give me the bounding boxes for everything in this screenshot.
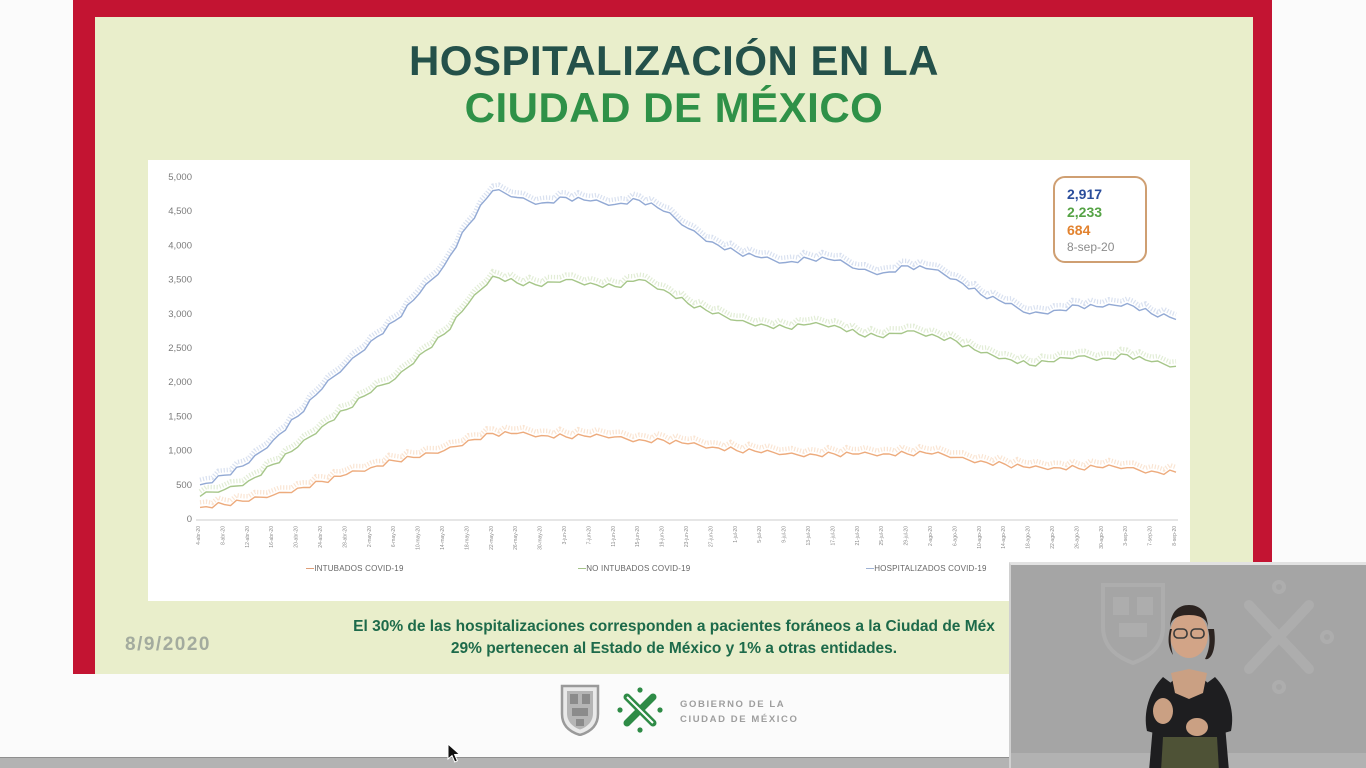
y-axis-tick: 2,000 bbox=[168, 377, 192, 388]
x-axis-tick: 24-abr-20 bbox=[318, 526, 324, 548]
x-axis-tick: 30-may-20 bbox=[538, 526, 544, 550]
sign-language-interpreter-video bbox=[1009, 562, 1366, 768]
x-axis-tick: 1-jul-20 bbox=[733, 526, 739, 543]
series-line-3 bbox=[199, 431, 1177, 509]
legend-item: —HOSPITALIZADOS COVID-19 bbox=[866, 564, 987, 573]
slide-date: 8/9/2020 bbox=[125, 634, 211, 655]
series-labels-1 bbox=[199, 182, 1177, 482]
x-axis-tick: 8-sep-20 bbox=[1172, 526, 1178, 546]
slide: HOSPITALIZACIÓN EN LA CIUDAD DE MÉXICO 5… bbox=[73, 0, 1272, 674]
no-intubados-latest-value: 2,233 bbox=[1067, 204, 1103, 221]
y-axis-tick: 0 bbox=[187, 514, 192, 525]
legend-item: —NO INTUBADOS COVID-19 bbox=[578, 564, 690, 573]
x-axis-tick: 29-jul-20 bbox=[904, 526, 910, 546]
x-axis-tick: 26-ago-20 bbox=[1074, 526, 1080, 549]
chart-canvas: 5,000 4,500 4,000 3,500 3,000 2,500 2,000 1,500… bbox=[168, 172, 1178, 550]
footer-note: El 30% de las hospitalizaciones correspo… bbox=[95, 616, 1253, 659]
x-axis-tick: 23-jun-20 bbox=[684, 526, 690, 547]
x-axis-tick: 22-ago-20 bbox=[1050, 526, 1056, 549]
series-line-2 bbox=[199, 275, 1177, 497]
legend-dash-icon: — bbox=[578, 564, 587, 573]
government-name-line-1: GOBIERNO DE LA bbox=[680, 699, 786, 711]
legend-label: NO INTUBADOS COVID-19 bbox=[586, 564, 691, 573]
x-axis-tick: 14-ago-20 bbox=[1001, 526, 1007, 549]
hospitalizados-latest-value: 2,917 bbox=[1067, 186, 1103, 202]
y-axis-tick: 4,000 bbox=[168, 240, 192, 251]
x-axis-tick: 18-may-20 bbox=[464, 526, 470, 550]
cdmx-logo-icon bbox=[615, 685, 665, 740]
x-axis-tick: 10-may-20 bbox=[416, 526, 422, 550]
legend-label: HOSPITALIZADOS COVID-19 bbox=[874, 564, 987, 573]
x-axis-tick: 22-may-20 bbox=[489, 526, 495, 550]
legend-dash-icon: — bbox=[866, 564, 875, 573]
slide-title: HOSPITALIZACIÓN EN LA CIUDAD DE MÉXICO bbox=[95, 17, 1253, 131]
x-axis-tick: 18-ago-20 bbox=[1026, 526, 1032, 549]
y-axis-tick: 3,000 bbox=[168, 309, 192, 320]
title-line-1: HOSPITALIZACIÓN EN LA bbox=[408, 37, 940, 84]
government-footer: GOBIERNO DE LA CIUDAD DE MÉXICO bbox=[560, 684, 799, 741]
series-line-1 bbox=[199, 189, 1177, 486]
government-name-line-2: CIUDAD DE MÉXICO bbox=[680, 713, 799, 725]
intubados-latest-value: 684 bbox=[1067, 222, 1091, 239]
y-axis-tick: 2,500 bbox=[168, 343, 192, 354]
title-line-2: CIUDAD DE MÉXICO bbox=[464, 84, 884, 132]
government-name: GOBIERNO DE LA CIUDAD DE MÉXICO bbox=[680, 698, 799, 727]
x-axis-tick: 3-sep-20 bbox=[1123, 526, 1129, 546]
footer-note-line-2: 29% pertenecen al Estado de México y 1% … bbox=[450, 639, 898, 657]
x-axis-tick: 10-ago-20 bbox=[977, 526, 983, 549]
x-axis-tick: 14-may-20 bbox=[440, 526, 446, 550]
y-axis-tick: 4,500 bbox=[168, 206, 192, 217]
x-axis-tick: 2-ago-20 bbox=[928, 526, 934, 546]
series-labels-3 bbox=[199, 424, 1177, 506]
x-axis-tick: 25-jul-20 bbox=[879, 526, 885, 546]
x-axis-tick: 20-abr-20 bbox=[294, 526, 300, 548]
x-axis-tick: 16-abr-20 bbox=[269, 526, 275, 548]
x-axis-tick: 27-jun-20 bbox=[708, 526, 714, 547]
legend-item: —INTUBADOS COVID-19 bbox=[306, 564, 404, 573]
series-labels-2 bbox=[198, 268, 1177, 494]
x-axis-tick: 5-jul-20 bbox=[757, 526, 763, 543]
x-axis-tick: 19-jun-20 bbox=[660, 526, 666, 547]
hospitalization-chart: 5,000 4,500 4,000 3,500 3,000 2,500 2,000 1,500… bbox=[148, 160, 1190, 601]
x-axis-tick: 13-jul-20 bbox=[806, 526, 812, 546]
x-axis-tick: 26-may-20 bbox=[513, 526, 519, 550]
y-axis-tick: 1,000 bbox=[168, 446, 192, 457]
x-axis-tick: 8-abr-20 bbox=[220, 526, 226, 545]
cdmx-shield-icon bbox=[560, 684, 600, 741]
x-axis-tick: 7-sep-20 bbox=[1148, 526, 1154, 546]
watermark-shield-icon bbox=[1101, 583, 1165, 666]
x-axis-tick: 30-ago-20 bbox=[1099, 526, 1105, 549]
x-axis-tick: 11-jun-20 bbox=[611, 526, 617, 547]
x-axis-tick: 17-jul-20 bbox=[830, 526, 836, 546]
x-axis-tick: 3-jun-20 bbox=[562, 526, 568, 545]
y-axis-tick: 1,500 bbox=[168, 411, 192, 422]
footer-note-line-1: El 30% de las hospitalizaciones correspo… bbox=[353, 618, 995, 635]
x-axis-tick: 15-jun-20 bbox=[635, 526, 641, 547]
interpreter-scene bbox=[1011, 565, 1366, 768]
x-axis-tick: 12-abr-20 bbox=[245, 526, 251, 548]
x-axis-tick: 7-jun-20 bbox=[586, 526, 592, 545]
x-axis-tick: 6-may-20 bbox=[391, 526, 397, 547]
bottom-bar bbox=[0, 757, 1366, 768]
latest-values-callout: 2,917 2,233 684 8-sep-20 bbox=[1053, 176, 1147, 264]
legend-dash-icon: — bbox=[306, 564, 315, 573]
x-axis-tick: 21-jul-20 bbox=[855, 526, 861, 546]
legend-label: INTUBADOS COVID-19 bbox=[314, 564, 404, 573]
interpreter-person bbox=[1145, 605, 1233, 768]
x-axis-tick: 2-may-20 bbox=[367, 526, 373, 547]
x-axis-tick: 4-abr-20 bbox=[196, 526, 202, 545]
y-axis-tick: 3,500 bbox=[168, 275, 192, 286]
mouse-pointer-icon bbox=[447, 742, 461, 768]
y-axis-tick: 500 bbox=[176, 480, 192, 491]
x-axis-tick: 28-abr-20 bbox=[342, 526, 348, 548]
x-axis-tick: 6-ago-20 bbox=[952, 526, 958, 546]
x-axis-tick: 9-jul-20 bbox=[782, 526, 788, 543]
callout-date: 8-sep-20 bbox=[1067, 239, 1115, 254]
y-axis-tick: 5,000 bbox=[168, 172, 192, 183]
watermark-cdmx-logo-icon bbox=[1244, 580, 1334, 694]
